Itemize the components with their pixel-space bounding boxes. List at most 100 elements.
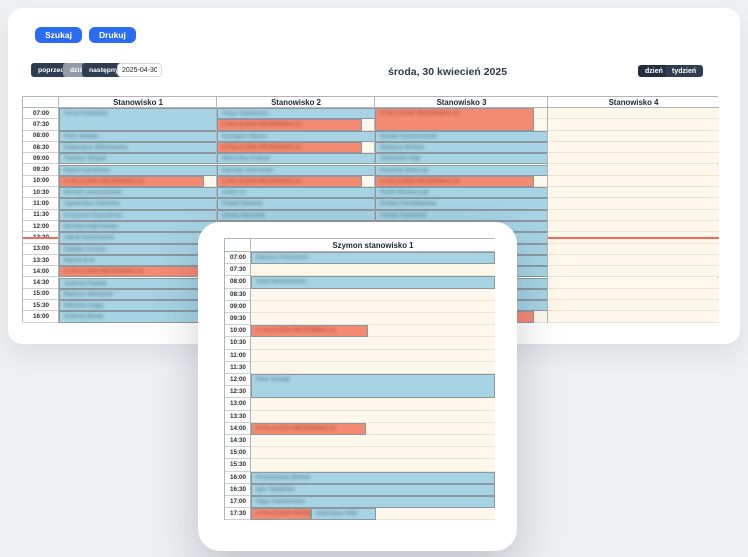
- appointment-block-label: Michał Lewandowski: [64, 189, 122, 197]
- appointment-block[interactable]: Daniel Tomaszewski: [375, 130, 548, 142]
- appointment-block-label: Martyna Wróbel: [380, 143, 425, 151]
- reservation-block[interactable]: CYKLICZNA REZERWACJA: [251, 325, 369, 338]
- appointment-block[interactable]: Monika Dąbrowska: [59, 221, 217, 233]
- empty-slot[interactable]: [548, 108, 719, 120]
- appointment-block[interactable]: Emilia Chmielewska: [375, 198, 548, 210]
- appointment-block[interactable]: Wiktoria Zając: [59, 300, 217, 312]
- appointment-block[interactable]: Maria Kamińska: [59, 164, 217, 176]
- reservation-block-label: CYKLICZNA REZERWACJA: [256, 510, 310, 518]
- empty-slot[interactable]: [548, 175, 719, 188]
- reservation-block[interactable]: CYKLICZNA REZERWACJA: [251, 422, 366, 435]
- empty-slot[interactable]: [251, 398, 495, 411]
- empty-slot[interactable]: [548, 198, 719, 210]
- empty-slot[interactable]: [251, 313, 495, 326]
- appointment-block[interactable]: Joanna Pawlak: [59, 277, 217, 289]
- appointment-block[interactable]: Julia Wesołowska: [251, 276, 495, 289]
- appointment-block-label: Piotr Nowak: [64, 132, 98, 140]
- appointment-block[interactable]: Karolina Walczak: [375, 164, 548, 176]
- appointment-block[interactable]: Katarzyna Wiśniewska: [59, 141, 217, 154]
- empty-slot[interactable]: [251, 349, 495, 362]
- empty-slot[interactable]: [548, 141, 719, 154]
- appointment-block[interactable]: Anna Kowalska: [59, 108, 217, 131]
- print-button[interactable]: Drukuj: [89, 27, 136, 43]
- appointment-block[interactable]: Jakub Kaczmarek: [59, 232, 217, 244]
- time-cell: 15:00: [225, 447, 251, 460]
- appointment-block[interactable]: Martyna Wróbel: [375, 141, 548, 154]
- appointment-block[interactable]: Rafał Włodarczyk: [375, 187, 548, 199]
- appointment-block[interactable]: Patryk Sadowski: [375, 209, 548, 221]
- appointment-block[interactable]: Igor Stefański: [251, 483, 495, 496]
- empty-slot[interactable]: [548, 277, 719, 289]
- empty-slot[interactable]: [548, 153, 719, 165]
- time-cell: 10:30: [225, 337, 251, 350]
- time-cell: 09:00: [225, 300, 251, 313]
- appointment-block[interactable]: Oliwia Mazurek: [217, 209, 375, 221]
- reservation-block[interactable]: CYKLICZNA REZERWACJA: [217, 175, 363, 188]
- empty-slot[interactable]: [548, 119, 719, 131]
- reservation-block[interactable]: CYKLICZNA REZERWACJA: [59, 266, 205, 278]
- week-view-button[interactable]: tydzień: [665, 65, 704, 77]
- appointment-block[interactable]: Bartosz Michalski: [59, 288, 217, 301]
- appointment-block[interactable]: Piotr Nowak: [251, 374, 495, 399]
- appointment-block[interactable]: Piotr Nowak: [59, 130, 217, 142]
- appointment-block[interactable]: Grzegorz Mazur: [217, 130, 375, 142]
- appointment-block[interactable]: Natalia Górska: [59, 243, 217, 255]
- appointment-block[interactable]: Marek Król: [59, 254, 217, 267]
- empty-slot[interactable]: [251, 288, 495, 301]
- current-time-strike: [23, 236, 59, 239]
- column-divider: [58, 97, 59, 323]
- empty-slot[interactable]: [548, 130, 719, 142]
- appointment-block[interactable]: Andrzej Baran: [59, 311, 217, 323]
- empty-slot[interactable]: [548, 288, 719, 301]
- empty-slot[interactable]: [251, 300, 495, 313]
- empty-slot[interactable]: [251, 447, 495, 460]
- next-day-button[interactable]: następny: [82, 63, 126, 77]
- reservation-block-label: CYKLICZNA REZERWACJA: [380, 177, 460, 185]
- time-cell: 09:00: [23, 153, 59, 165]
- appointment-block[interactable]: Sebastian Bąk: [375, 153, 548, 165]
- date-input[interactable]: [117, 63, 162, 77]
- reservation-block[interactable]: CYKLICZNA REZERWACJA: [375, 175, 535, 188]
- appointment-block[interactable]: Zofia Lis: [217, 187, 375, 199]
- empty-slot[interactable]: [548, 187, 719, 199]
- appointment-block[interactable]: Damian Ostrowski: [217, 164, 375, 176]
- empty-slot[interactable]: [548, 311, 719, 323]
- time-cell: 16:00: [225, 471, 251, 484]
- empty-slot[interactable]: [548, 209, 719, 221]
- appointment-block[interactable]: Michał Lewandowski: [59, 187, 217, 199]
- reservation-block[interactable]: CYKLICZNA REZERWACJA: [59, 175, 205, 188]
- empty-slot[interactable]: [548, 164, 719, 176]
- appointment-block[interactable]: Alicja Sadowska: [217, 108, 375, 120]
- appointment-block[interactable]: Dariusz Piotrowski: [251, 252, 495, 265]
- appointment-block[interactable]: Krzysztof Szymański: [59, 209, 217, 221]
- empty-slot[interactable]: [251, 435, 495, 448]
- empty-slot[interactable]: [548, 266, 719, 278]
- appointment-block-label: Wiktoria Zając: [64, 302, 104, 310]
- appointment-block-label: Natalia Górska: [64, 245, 106, 253]
- empty-slot[interactable]: [251, 264, 495, 277]
- empty-slot[interactable]: [548, 254, 719, 267]
- appointment-block[interactable]: Radosław Wilk: [311, 508, 376, 521]
- reservation-block[interactable]: CYKLICZNA REZERWACJA: [375, 108, 535, 131]
- empty-slot[interactable]: [251, 459, 495, 472]
- reservation-block[interactable]: CYKLICZNA REZERWACJA: [217, 141, 363, 154]
- appointment-block[interactable]: Weronika Kubiak: [217, 153, 375, 165]
- appointment-block[interactable]: Paweł Nowicki: [217, 198, 375, 210]
- reservation-block[interactable]: CYKLICZNA REZERWACJA: [217, 119, 363, 131]
- empty-slot[interactable]: [251, 410, 495, 423]
- appointment-block-label: Jakub Kaczmarek: [64, 234, 115, 242]
- day-view-button[interactable]: dzień: [638, 65, 670, 77]
- empty-slot[interactable]: [548, 221, 719, 233]
- appointment-block[interactable]: Olga Sokołowska: [251, 496, 495, 509]
- appointment-block[interactable]: Przemysław Bielski: [251, 471, 495, 484]
- appointment-block[interactable]: Tomasz Wójcik: [59, 153, 217, 165]
- appointment-block-label: Przemysław Bielski: [256, 473, 310, 481]
- search-button[interactable]: Szukaj: [35, 27, 82, 43]
- reservation-block[interactable]: CYKLICZNA REZERWACJA: [251, 508, 312, 521]
- empty-slot[interactable]: [251, 337, 495, 350]
- empty-slot[interactable]: [548, 243, 719, 255]
- appointment-block[interactable]: Agnieszka Zielińska: [59, 198, 217, 210]
- empty-slot[interactable]: [548, 300, 719, 312]
- empty-slot[interactable]: [251, 361, 495, 374]
